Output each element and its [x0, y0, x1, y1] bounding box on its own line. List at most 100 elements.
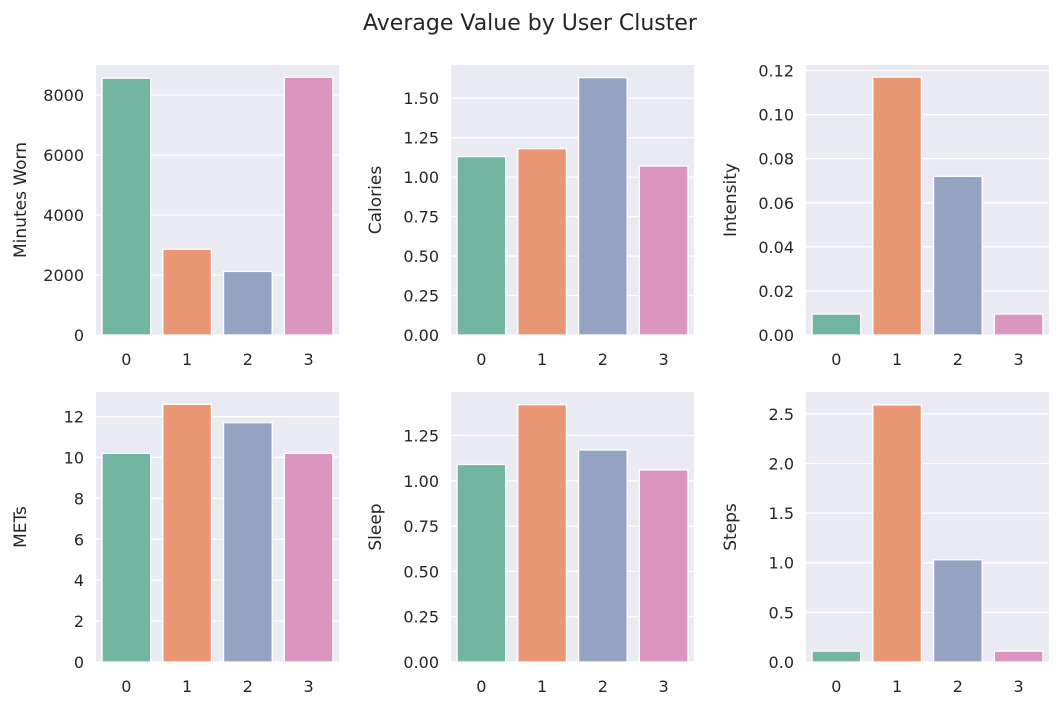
y-tick-label: 1.0	[769, 554, 794, 573]
y-tick-label: 0.50	[403, 247, 439, 266]
plot-area	[806, 65, 1049, 335]
y-tick-label: 8	[74, 489, 84, 508]
subplot-5: 0.0 0.5 1.0 1.5 2.0 2.5 0 1 2 3 Steps	[721, 392, 1049, 696]
y-tick-label: 0	[74, 653, 84, 672]
y-tick-label: 1.25	[403, 129, 439, 148]
x-tick-label: 1	[537, 350, 547, 369]
x-tick-label: 1	[182, 350, 192, 369]
y-axis-label: Minutes Worn	[11, 142, 31, 258]
y-tick-label: 6	[74, 530, 84, 549]
y-tick-label: 4000	[43, 206, 84, 225]
bar-cluster-3	[993, 650, 1044, 663]
y-tick-label: 0.00	[403, 326, 439, 345]
plot-area	[806, 392, 1049, 662]
bar-cluster-1	[872, 76, 923, 336]
y-tick-label: 0.00	[758, 326, 794, 345]
y-tick-label: 0.0	[769, 653, 794, 672]
bar-cluster-1	[872, 404, 923, 663]
bar-cluster-0	[101, 77, 152, 336]
y-tick-label: 0.25	[403, 287, 439, 306]
y-tick-label: 1.50	[403, 89, 439, 108]
x-tick-label: 0	[476, 350, 486, 369]
bar-cluster-3	[638, 469, 689, 663]
subplot-0: 0 2000 4000 6000 8000 0 1 2 3 Minutes Worn	[11, 65, 339, 369]
x-tick-label: 2	[243, 350, 253, 369]
y-tick-label: 0.06	[758, 194, 794, 213]
y-tick-label: 0.02	[758, 282, 794, 301]
x-tick-label: 2	[598, 350, 608, 369]
bar-cluster-1	[517, 404, 568, 663]
y-axis-label: Sleep	[366, 503, 386, 550]
y-tick-label: 0.25	[403, 608, 439, 627]
x-tick-label: 2	[243, 677, 253, 696]
x-tick-label: 3	[1014, 677, 1024, 696]
y-tick-label: 6000	[43, 146, 84, 165]
y-axis-label: Calories	[366, 166, 386, 235]
x-tick-label: 2	[953, 677, 963, 696]
y-tick-label: 4	[74, 571, 84, 590]
subplot-1: 0.00 0.25 0.50 0.75 1.00 1.25 1.50 0 1 2 3 Calories	[366, 65, 694, 369]
bar-cluster-2	[577, 76, 628, 336]
bar-cluster-0	[456, 463, 507, 663]
bar-cluster-2	[932, 559, 983, 663]
bar-cluster-1	[517, 148, 568, 336]
y-tick-label: 2	[74, 612, 84, 631]
chart-title: Average Value by User Cluster	[363, 11, 698, 36]
x-tick-label: 2	[598, 677, 608, 696]
bar-cluster-0	[456, 155, 507, 336]
y-axis-label: Intensity	[721, 163, 741, 237]
x-tick-label: 0	[831, 350, 841, 369]
y-tick-label: 0.50	[403, 562, 439, 581]
y-tick-label: 0.00	[403, 653, 439, 672]
y-tick-label: 0	[74, 326, 84, 345]
x-tick-label: 3	[659, 677, 669, 696]
bar-cluster-0	[101, 452, 152, 663]
y-tick-label: 0.10	[758, 106, 794, 125]
y-tick-label: 0.12	[758, 62, 794, 81]
bar-cluster-0	[811, 650, 862, 663]
x-tick-label: 2	[953, 350, 963, 369]
bar-cluster-0	[811, 313, 862, 336]
bar-cluster-3	[638, 165, 689, 336]
y-tick-label: 1.5	[769, 504, 794, 523]
y-axis-label: Steps	[721, 503, 741, 551]
bar-cluster-1	[162, 403, 213, 663]
y-tick-label: 2.5	[769, 405, 794, 424]
y-tick-label: 2000	[43, 266, 84, 285]
bar-cluster-3	[993, 313, 1044, 336]
y-tick-label: 8000	[43, 86, 84, 105]
y-tick-label: 1.25	[403, 426, 439, 445]
bar-cluster-1	[162, 248, 213, 336]
x-tick-label: 0	[121, 677, 131, 696]
x-tick-label: 0	[121, 350, 131, 369]
bar-cluster-2	[222, 270, 273, 336]
y-tick-label: 0.04	[758, 238, 794, 257]
x-tick-label: 3	[659, 350, 669, 369]
bar-cluster-3	[283, 452, 334, 663]
x-tick-label: 3	[304, 350, 314, 369]
y-tick-label: 2.0	[769, 454, 794, 473]
y-tick-label: 1.00	[403, 472, 439, 491]
y-tick-label: 10	[64, 448, 84, 467]
bar-cluster-2	[932, 175, 983, 336]
y-tick-label: 12	[64, 408, 84, 427]
x-tick-label: 1	[182, 677, 192, 696]
x-tick-label: 1	[892, 350, 902, 369]
x-tick-label: 1	[892, 677, 902, 696]
y-axis-label: METs	[11, 506, 31, 548]
x-tick-label: 0	[476, 677, 486, 696]
x-tick-label: 1	[537, 677, 547, 696]
bar-cluster-2	[577, 449, 628, 663]
x-tick-label: 3	[304, 677, 314, 696]
y-tick-label: 1.00	[403, 168, 439, 187]
subplot-2: 0.00 0.02 0.04 0.06 0.08 0.10 0.12 0 1 2 3 Intensit…	[721, 62, 1049, 369]
y-tick-label: 0.75	[403, 517, 439, 536]
bar-cluster-3	[283, 76, 334, 336]
y-tick-label: 0.08	[758, 150, 794, 169]
y-tick-label: 0.5	[769, 603, 794, 622]
x-tick-label: 3	[1014, 350, 1024, 369]
bar-cluster-2	[222, 422, 273, 663]
